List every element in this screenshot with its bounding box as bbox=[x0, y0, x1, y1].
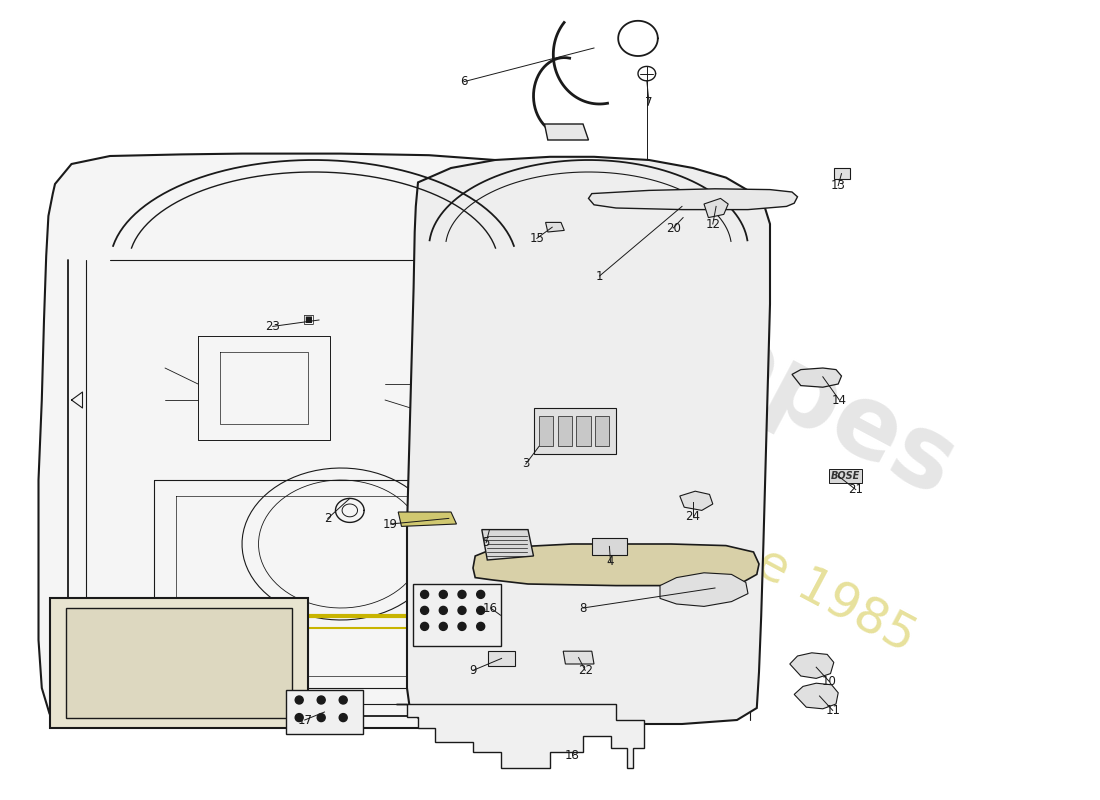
Text: 8: 8 bbox=[580, 602, 586, 614]
Circle shape bbox=[420, 622, 429, 630]
Circle shape bbox=[476, 606, 485, 614]
Polygon shape bbox=[558, 416, 572, 446]
Circle shape bbox=[439, 622, 448, 630]
Text: 3: 3 bbox=[522, 458, 529, 470]
Circle shape bbox=[317, 696, 326, 704]
Circle shape bbox=[476, 622, 485, 630]
Polygon shape bbox=[790, 653, 834, 678]
Polygon shape bbox=[592, 538, 627, 555]
Polygon shape bbox=[680, 491, 713, 510]
Circle shape bbox=[458, 622, 466, 630]
Polygon shape bbox=[286, 690, 363, 734]
Text: 1: 1 bbox=[596, 270, 603, 282]
Polygon shape bbox=[66, 608, 292, 718]
Polygon shape bbox=[595, 416, 609, 446]
Polygon shape bbox=[834, 168, 850, 179]
Polygon shape bbox=[794, 683, 838, 709]
Polygon shape bbox=[534, 408, 616, 454]
Text: 18: 18 bbox=[564, 749, 580, 762]
Polygon shape bbox=[473, 544, 759, 586]
Text: 11: 11 bbox=[825, 704, 840, 717]
Circle shape bbox=[458, 606, 466, 614]
Text: 5: 5 bbox=[483, 536, 490, 549]
Polygon shape bbox=[792, 368, 842, 387]
Polygon shape bbox=[396, 704, 644, 768]
Polygon shape bbox=[412, 584, 500, 646]
Polygon shape bbox=[563, 651, 594, 664]
Text: 16: 16 bbox=[483, 602, 498, 614]
Polygon shape bbox=[50, 598, 308, 728]
Circle shape bbox=[439, 590, 448, 598]
Polygon shape bbox=[588, 189, 798, 210]
Polygon shape bbox=[482, 530, 534, 560]
Text: 20: 20 bbox=[666, 222, 681, 234]
Text: 17: 17 bbox=[297, 714, 312, 726]
Polygon shape bbox=[39, 154, 566, 728]
Circle shape bbox=[317, 714, 326, 722]
Polygon shape bbox=[704, 198, 728, 218]
Text: a custom: a custom bbox=[547, 405, 773, 555]
Circle shape bbox=[439, 606, 448, 614]
Circle shape bbox=[339, 696, 348, 704]
Circle shape bbox=[295, 696, 304, 704]
Text: 9: 9 bbox=[470, 664, 476, 677]
Polygon shape bbox=[544, 124, 588, 140]
Text: BOSE: BOSE bbox=[830, 471, 860, 481]
Text: 13: 13 bbox=[830, 179, 846, 192]
Circle shape bbox=[339, 714, 348, 722]
Text: 19: 19 bbox=[383, 518, 398, 530]
Text: 23: 23 bbox=[265, 320, 280, 333]
Text: ▣: ▣ bbox=[302, 312, 315, 325]
Circle shape bbox=[420, 590, 429, 598]
Polygon shape bbox=[546, 222, 564, 232]
Polygon shape bbox=[488, 651, 515, 666]
Text: 2: 2 bbox=[324, 512, 331, 525]
Text: 6: 6 bbox=[461, 75, 468, 88]
Circle shape bbox=[458, 590, 466, 598]
Circle shape bbox=[295, 714, 304, 722]
Text: 15: 15 bbox=[529, 232, 544, 245]
Polygon shape bbox=[660, 573, 748, 606]
Text: 14: 14 bbox=[832, 394, 847, 406]
Circle shape bbox=[420, 606, 429, 614]
Text: since 1985: since 1985 bbox=[660, 490, 924, 662]
Polygon shape bbox=[398, 512, 456, 526]
Text: 4: 4 bbox=[607, 555, 614, 568]
Circle shape bbox=[476, 590, 485, 598]
Text: 10: 10 bbox=[822, 675, 837, 688]
Text: europes: europes bbox=[524, 218, 972, 518]
Text: 7: 7 bbox=[646, 96, 652, 109]
Text: 21: 21 bbox=[848, 483, 864, 496]
Text: 24: 24 bbox=[685, 510, 701, 522]
Polygon shape bbox=[407, 157, 770, 724]
Polygon shape bbox=[539, 416, 553, 446]
Polygon shape bbox=[576, 416, 591, 446]
Text: 22: 22 bbox=[578, 664, 593, 677]
Text: 12: 12 bbox=[705, 218, 720, 230]
